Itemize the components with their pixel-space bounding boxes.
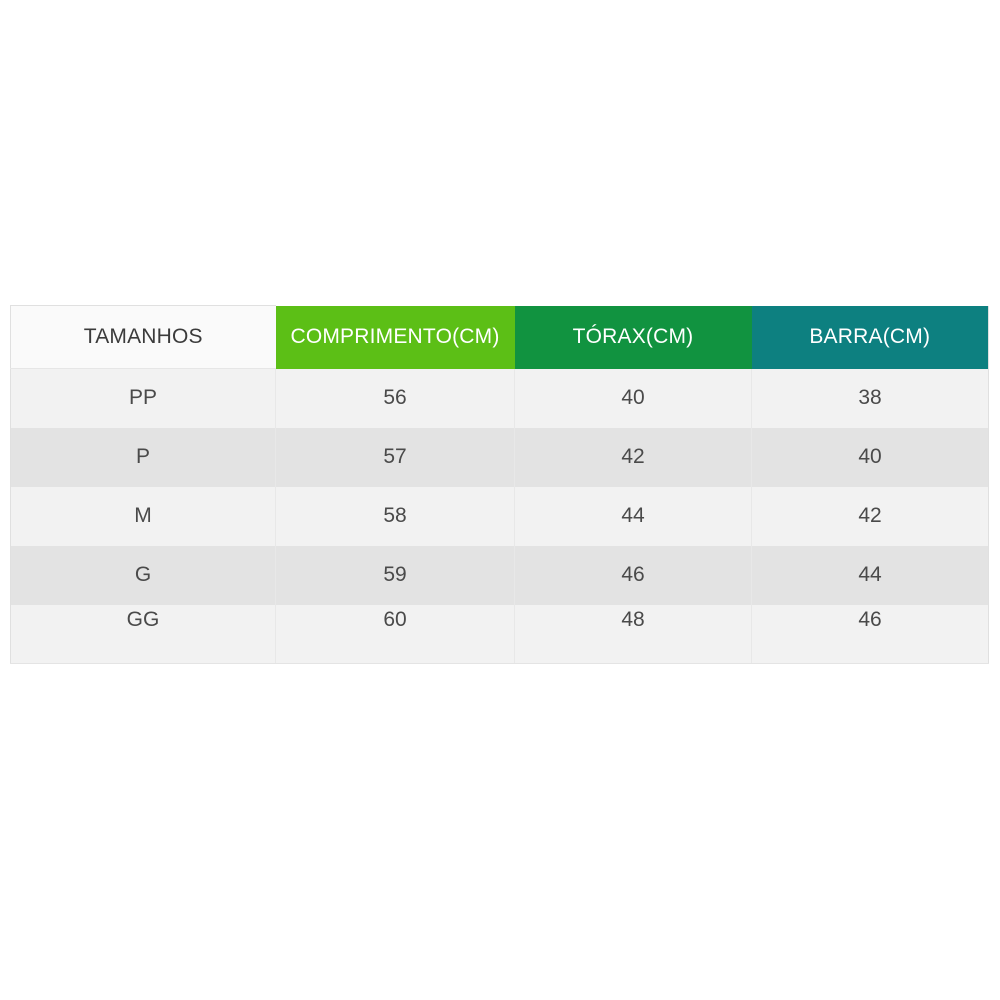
cell-hem: 46 <box>751 604 989 664</box>
table-row: PP 56 40 38 <box>10 368 989 428</box>
cell-hem: 42 <box>751 486 989 546</box>
cell-chest: 42 <box>514 427 752 487</box>
cell-hem: 44 <box>751 545 989 605</box>
column-header-comprimento: COMPRIMENTO(CM) <box>275 305 515 369</box>
table-row: GG 60 48 46 <box>10 604 989 664</box>
table-body: PP 56 40 38 P 57 42 40 M 58 44 42 G 59 4… <box>10 368 989 664</box>
cell-size: PP <box>10 368 276 428</box>
cell-hem: 38 <box>751 368 989 428</box>
table-row: P 57 42 40 <box>10 427 989 487</box>
table-row: G 59 46 44 <box>10 545 989 605</box>
cell-size: GG <box>10 604 276 664</box>
size-chart-table: TAMANHOS COMPRIMENTO(CM) TÓRAX(CM) BARRA… <box>10 305 989 664</box>
cell-length: 59 <box>275 545 515 605</box>
column-header-tamanhos: TAMANHOS <box>10 305 276 369</box>
cell-length: 60 <box>275 604 515 664</box>
cell-length: 57 <box>275 427 515 487</box>
table-row: M 58 44 42 <box>10 486 989 546</box>
cell-hem: 40 <box>751 427 989 487</box>
cell-chest: 48 <box>514 604 752 664</box>
column-header-barra: BARRA(CM) <box>751 305 989 369</box>
cell-length: 56 <box>275 368 515 428</box>
table-header: TAMANHOS COMPRIMENTO(CM) TÓRAX(CM) BARRA… <box>10 305 989 369</box>
cell-chest: 46 <box>514 545 752 605</box>
cell-length: 58 <box>275 486 515 546</box>
column-header-torax: TÓRAX(CM) <box>514 305 752 369</box>
header-row: TAMANHOS COMPRIMENTO(CM) TÓRAX(CM) BARRA… <box>10 305 989 369</box>
cell-size: M <box>10 486 276 546</box>
cell-chest: 44 <box>514 486 752 546</box>
cell-size: P <box>10 427 276 487</box>
cell-size: G <box>10 545 276 605</box>
cell-chest: 40 <box>514 368 752 428</box>
